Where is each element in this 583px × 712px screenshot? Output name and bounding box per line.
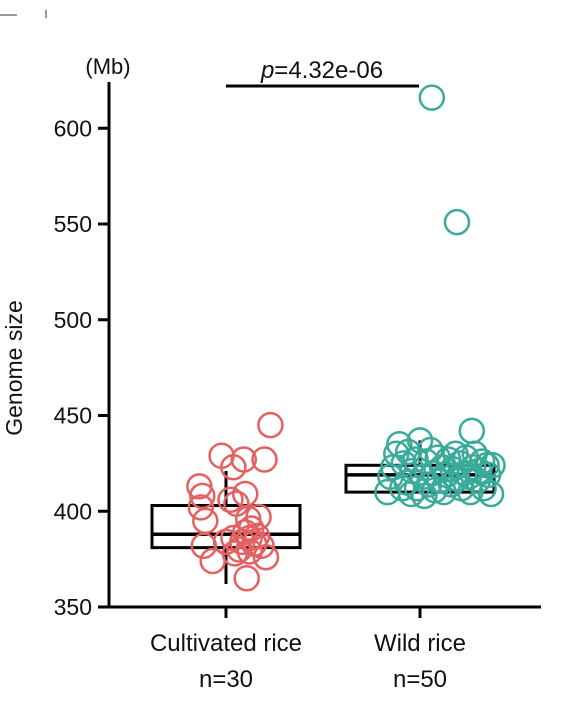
corner-tick-mark xyxy=(45,10,47,18)
data-point xyxy=(251,446,278,473)
y-tick-label: 600 xyxy=(54,115,92,141)
category-label: Cultivated rice xyxy=(150,630,302,657)
data-point xyxy=(473,452,500,479)
data-point xyxy=(458,417,486,445)
data-point xyxy=(418,84,446,111)
sample-size-label: n=30 xyxy=(199,666,253,693)
data-point xyxy=(187,494,215,521)
corner-mark xyxy=(0,14,17,16)
p-value-label: p=4.32e-06 xyxy=(260,57,383,84)
p-value-italic: p xyxy=(260,57,274,84)
data-point xyxy=(443,208,471,236)
data-point xyxy=(245,503,272,531)
data-point xyxy=(248,532,275,559)
data-point xyxy=(430,478,457,506)
data-point xyxy=(236,538,263,565)
category-label: Wild rice xyxy=(374,630,466,657)
y-tick-label: 350 xyxy=(54,594,92,620)
data-point xyxy=(192,507,219,535)
group-marks xyxy=(150,411,302,592)
sample-size-label: n=50 xyxy=(393,666,447,693)
data-point xyxy=(233,565,260,592)
y-tick-label: 500 xyxy=(54,307,92,333)
data-point xyxy=(230,446,258,473)
y-tick-label: 450 xyxy=(54,403,92,429)
y-unit-label: (Mb) xyxy=(85,54,130,79)
data-point xyxy=(221,540,249,567)
data-point xyxy=(257,411,284,439)
y-tick-label: 550 xyxy=(54,211,92,237)
p-value-number: =4.32e-06 xyxy=(274,57,383,84)
data-point xyxy=(479,452,506,479)
data-point xyxy=(217,486,244,514)
data-point xyxy=(386,430,413,458)
y-axis-title: Genome size xyxy=(1,300,27,436)
group-marks xyxy=(344,84,506,510)
data-point xyxy=(402,446,429,473)
data-point xyxy=(390,450,417,477)
y-tick-label: 400 xyxy=(54,498,92,524)
data-point xyxy=(477,480,505,508)
data-point xyxy=(252,543,280,571)
